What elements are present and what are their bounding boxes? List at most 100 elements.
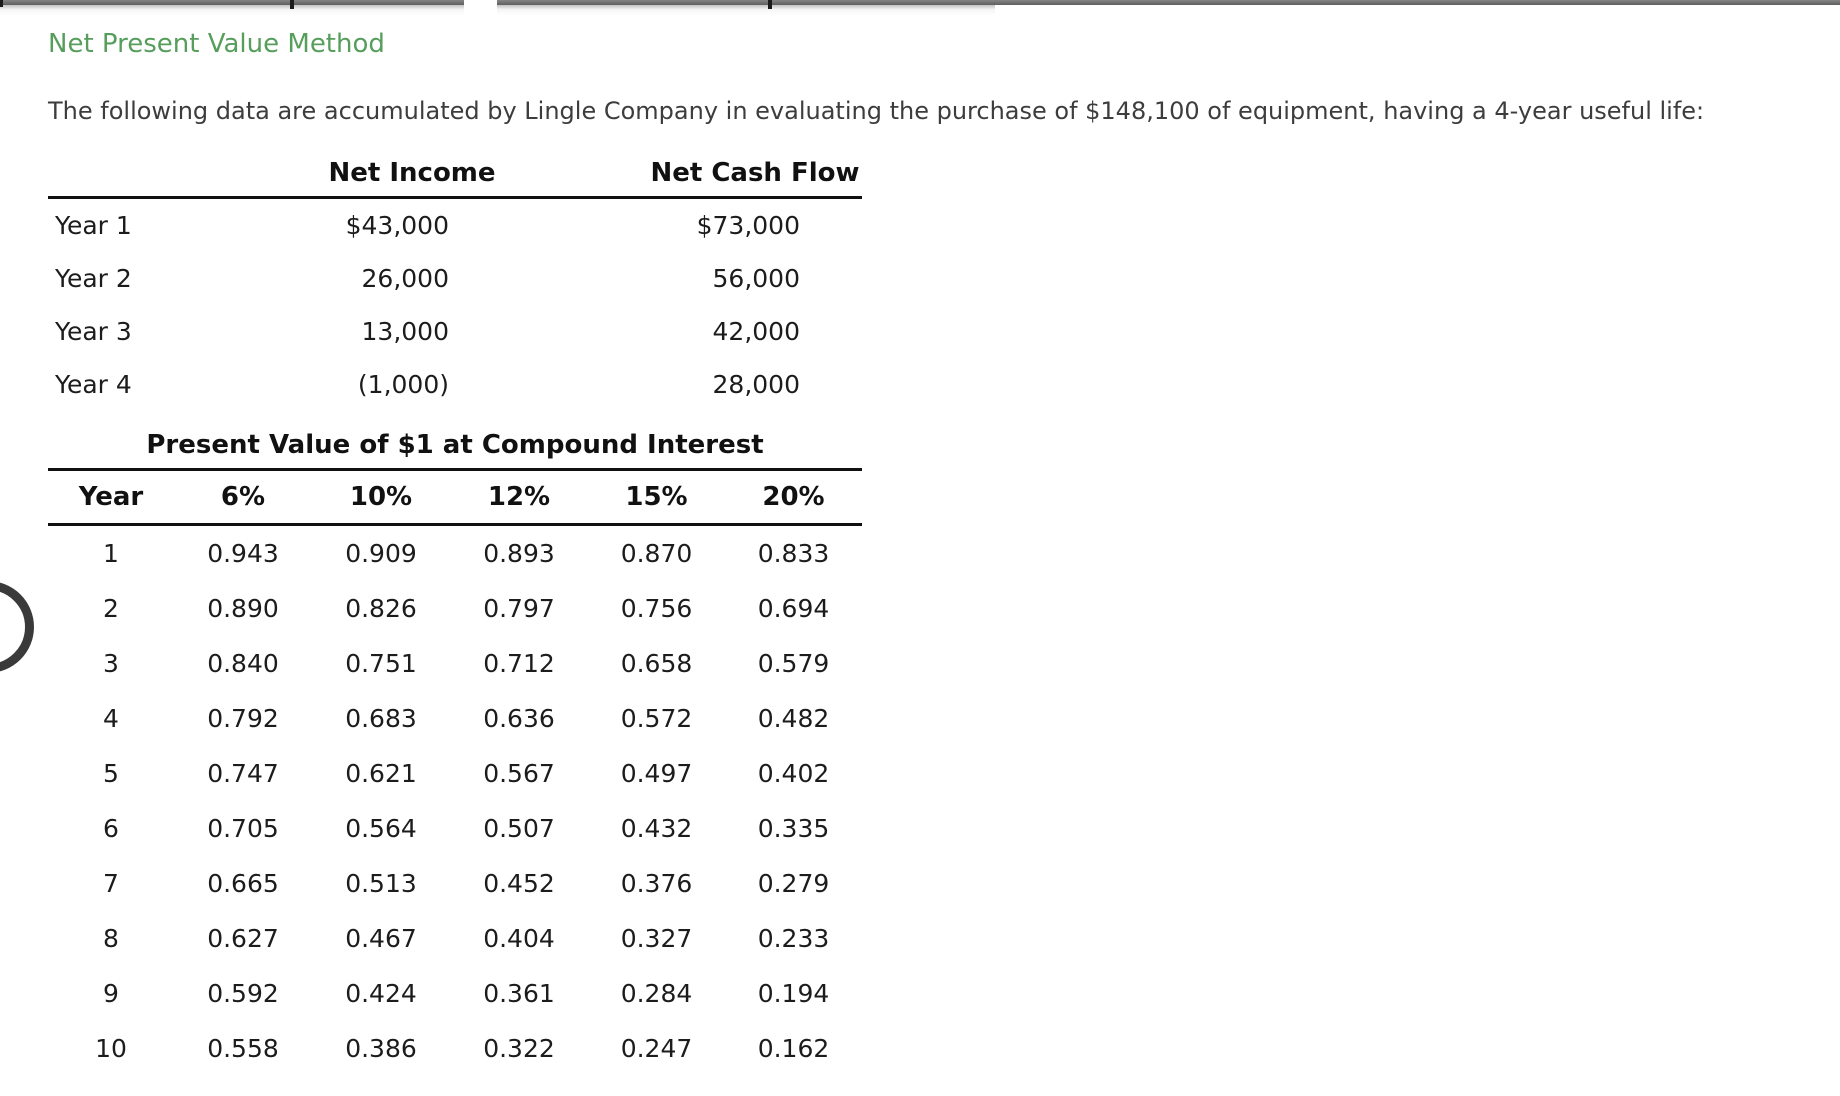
column-header-net-cash-flow: Net Cash Flow: [650, 158, 860, 188]
column-header-6pct: 6%: [220, 482, 266, 512]
year-cell: 10: [95, 1034, 127, 1063]
net-cash-flow-value: $73,000: [696, 211, 800, 240]
pv-cell: 0.870: [620, 539, 693, 568]
pv-cell: 0.705: [207, 814, 279, 843]
pv-cell: 0.467: [345, 924, 417, 953]
toolbar-button-remnant-right[interactable]: [497, 0, 1840, 5]
pv-cell: 0.233: [757, 924, 830, 953]
year-cell: 5: [103, 759, 119, 788]
row-label: Year 3: [55, 317, 132, 346]
table-row: Year 1 $43,000 $73,000: [48, 199, 862, 252]
pv-cell: 0.943: [207, 539, 279, 568]
pv-cell: 0.432: [620, 814, 693, 843]
year-cell: 1: [103, 539, 119, 568]
toolbar-shadow-right: [497, 5, 995, 15]
table-row: 7 0.665 0.513 0.452 0.376 0.279: [48, 856, 862, 911]
partial-circle-icon: [0, 581, 34, 673]
pv-cell: 0.162: [757, 1034, 830, 1063]
pv-cell: 0.665: [207, 869, 279, 898]
row-label: Year 2: [55, 264, 132, 293]
year-cell: 9: [103, 979, 119, 1008]
pv-cell: 0.284: [620, 979, 693, 1008]
toolbar-separator-icon: [290, 0, 294, 9]
present-value-table-title: Present Value of $1 at Compound Interest: [146, 430, 764, 460]
column-header-net-income: Net Income: [328, 158, 496, 188]
pv-cell: 0.747: [207, 759, 279, 788]
pv-cell: 0.327: [620, 924, 693, 953]
year-cell: 3: [103, 649, 119, 678]
table-rule: [48, 468, 862, 471]
pv-cell: 0.361: [483, 979, 555, 1008]
pv-cell: 0.756: [620, 594, 693, 623]
table-row: 8 0.627 0.467 0.404 0.327 0.233: [48, 911, 862, 966]
cashflow-table: Net Income Net Cash Flow Year 1 $43,000 …: [48, 152, 862, 411]
toolbar-separator-icon: [768, 0, 772, 9]
net-income-value: $43,000: [345, 211, 449, 240]
pv-cell: 0.797: [483, 594, 555, 623]
table-row: 5 0.747 0.621 0.567 0.497 0.402: [48, 746, 862, 801]
cashflow-table-header: Net Income Net Cash Flow: [48, 152, 862, 196]
row-label: Year 1: [55, 211, 132, 240]
toolbar-separator-icon: [0, 0, 3, 7]
year-cell: 7: [103, 869, 119, 898]
pv-cell: 0.890: [207, 594, 279, 623]
toolbar-button-remnant-left[interactable]: [0, 0, 464, 5]
table-row: 2 0.890 0.826 0.797 0.756 0.694: [48, 581, 862, 636]
pv-cell: 0.567: [483, 759, 555, 788]
column-header-15pct: 15%: [625, 482, 688, 512]
year-cell: 8: [103, 924, 119, 953]
pv-cell: 0.712: [483, 649, 555, 678]
present-value-table: Present Value of $1 at Compound Interest…: [48, 430, 862, 1076]
table-rule: [48, 523, 862, 526]
net-cash-flow-value: 28,000: [712, 370, 800, 399]
pv-cell: 0.513: [345, 869, 417, 898]
pv-cell: 0.482: [757, 704, 830, 733]
present-value-table-header: Year 6% 10% 12% 15% 20%: [48, 471, 862, 523]
pv-cell: 0.683: [345, 704, 417, 733]
year-cell: 4: [103, 704, 119, 733]
pv-cell: 0.592: [207, 979, 279, 1008]
table-row: Year 2 26,000 56,000: [48, 252, 862, 305]
pv-cell: 0.376: [620, 869, 693, 898]
pv-cell: 0.579: [757, 649, 830, 678]
pv-cell: 0.751: [345, 649, 417, 678]
pv-cell: 0.833: [757, 539, 830, 568]
toolbar-shadow-left: [0, 5, 464, 15]
table-row: Year 4 (1,000) 28,000: [48, 358, 862, 411]
table-row: 4 0.792 0.683 0.636 0.572 0.482: [48, 691, 862, 746]
pv-cell: 0.404: [483, 924, 555, 953]
net-income-value: (1,000): [357, 370, 449, 399]
pv-cell: 0.386: [345, 1034, 417, 1063]
pv-cell: 0.558: [207, 1034, 279, 1063]
pv-cell: 0.279: [757, 869, 830, 898]
table-row: 3 0.840 0.751 0.712 0.658 0.579: [48, 636, 862, 691]
section-heading: Net Present Value Method: [48, 29, 385, 59]
pv-cell: 0.247: [620, 1034, 693, 1063]
pv-cell: 0.497: [620, 759, 693, 788]
net-income-value: 26,000: [361, 264, 449, 293]
pv-cell: 0.322: [483, 1034, 555, 1063]
pv-cell: 0.893: [483, 539, 555, 568]
problem-statement: The following data are accumulated by Li…: [48, 97, 1705, 125]
pv-cell: 0.507: [483, 814, 555, 843]
table-row: 10 0.558 0.386 0.322 0.247 0.162: [48, 1021, 862, 1076]
pv-cell: 0.658: [620, 649, 693, 678]
pv-cell: 0.627: [207, 924, 279, 953]
net-cash-flow-value: 42,000: [712, 317, 800, 346]
table-row: 9 0.592 0.424 0.361 0.284 0.194: [48, 966, 862, 1021]
table-row: 6 0.705 0.564 0.507 0.432 0.335: [48, 801, 862, 856]
pv-cell: 0.335: [757, 814, 830, 843]
pv-cell: 0.909: [345, 539, 417, 568]
pv-cell: 0.452: [483, 869, 555, 898]
column-header-20pct: 20%: [762, 482, 825, 512]
table-row: Year 3 13,000 42,000: [48, 305, 862, 358]
pv-cell: 0.792: [207, 704, 279, 733]
table-row: 1 0.943 0.909 0.893 0.870 0.833: [48, 526, 862, 581]
column-header-year: Year: [78, 482, 144, 512]
pv-cell: 0.840: [207, 649, 279, 678]
net-income-value: 13,000: [361, 317, 449, 346]
pv-cell: 0.424: [345, 979, 417, 1008]
column-header-10pct: 10%: [349, 482, 413, 512]
pv-cell: 0.826: [345, 594, 417, 623]
